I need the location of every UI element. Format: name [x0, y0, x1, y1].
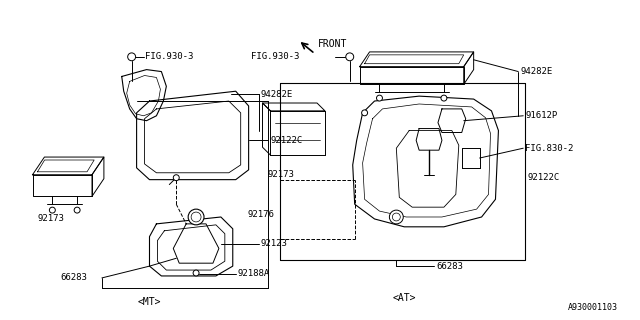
Circle shape — [188, 209, 204, 225]
Text: 94282E: 94282E — [260, 90, 292, 99]
Circle shape — [173, 175, 179, 180]
Text: FIG.930-3: FIG.930-3 — [251, 52, 299, 61]
Text: FIG.830-2: FIG.830-2 — [525, 144, 573, 153]
Text: <AT>: <AT> — [392, 292, 416, 303]
Text: 92123: 92123 — [260, 239, 287, 248]
Circle shape — [441, 95, 447, 101]
Text: A930001103: A930001103 — [568, 303, 618, 312]
Text: 92122C: 92122C — [271, 136, 303, 145]
Text: 92176: 92176 — [248, 210, 275, 219]
Circle shape — [392, 213, 400, 221]
Circle shape — [74, 207, 80, 213]
Text: 92173: 92173 — [38, 214, 65, 223]
Text: 66283: 66283 — [436, 262, 463, 271]
Circle shape — [346, 53, 354, 61]
Circle shape — [191, 212, 201, 222]
Text: FIG.930-3: FIG.930-3 — [145, 52, 193, 61]
Circle shape — [128, 53, 136, 61]
Text: FRONT: FRONT — [318, 39, 348, 49]
Circle shape — [389, 210, 403, 224]
Circle shape — [193, 270, 199, 276]
Text: 66283: 66283 — [60, 273, 87, 283]
Text: 94282E: 94282E — [520, 67, 552, 76]
Text: 92173: 92173 — [268, 170, 294, 179]
Circle shape — [362, 110, 367, 116]
Circle shape — [376, 95, 383, 101]
Text: 92122C: 92122C — [527, 173, 559, 182]
Text: 91612P: 91612P — [525, 111, 557, 120]
Text: 92188A: 92188A — [237, 269, 270, 278]
Circle shape — [49, 207, 55, 213]
Text: <MT>: <MT> — [138, 298, 161, 308]
